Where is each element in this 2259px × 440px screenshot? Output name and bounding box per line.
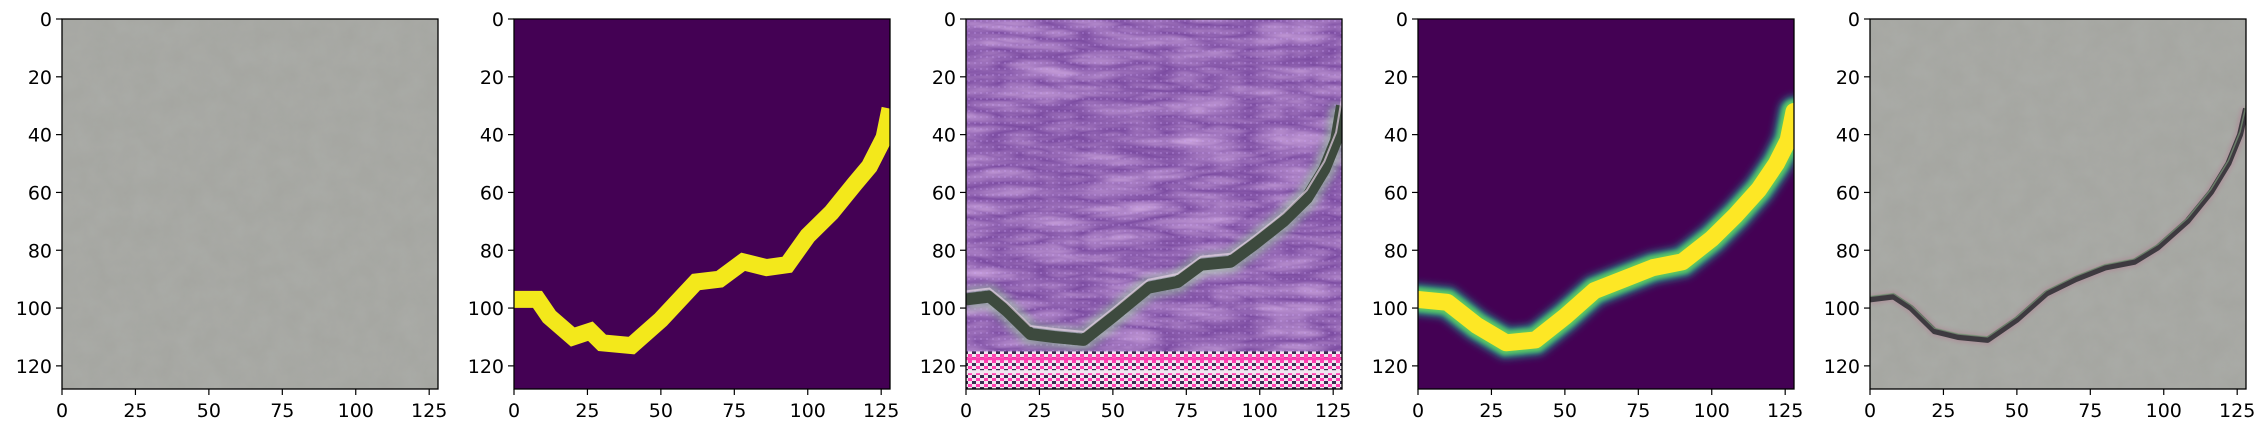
- x-tick-label: 125: [1767, 400, 1803, 422]
- x-tick-label: 0: [1864, 400, 1876, 422]
- y-tick-label: 80: [480, 240, 504, 262]
- artifact-line-light: [966, 370, 1342, 374]
- axes-frame: [1869, 18, 2247, 390]
- y-tick-label: 40: [28, 125, 52, 147]
- panel-image-3: [966, 19, 1342, 389]
- x-tick-label: 0: [1412, 400, 1424, 422]
- y-tick-label: 80: [932, 240, 956, 262]
- y-tick-label: 120: [1824, 356, 1860, 378]
- axes-frame: [61, 18, 439, 390]
- y-tick-label: 20: [932, 67, 956, 89]
- y-tick-label: 0: [1396, 9, 1408, 31]
- x-tick-label: 75: [270, 400, 294, 422]
- prob-core: [1418, 103, 1794, 352]
- y-tick-label: 100: [468, 298, 504, 320]
- x-tick-label: 100: [790, 400, 826, 422]
- y-tick-label: 0: [944, 9, 956, 31]
- x-tick-label: 25: [1027, 400, 1051, 422]
- y-tick-label: 80: [1384, 240, 1408, 262]
- y-tick-label: 40: [480, 125, 504, 147]
- y-tick-label: 80: [1836, 240, 1860, 262]
- x-tick-label: 100: [1242, 400, 1278, 422]
- x-tick-label: 25: [1931, 400, 1955, 422]
- x-tick-label: 25: [1479, 400, 1503, 422]
- y-tick-label: 60: [1384, 182, 1408, 204]
- panel-4: 0 25 50 75 100 125 0 20 40 60 80 100 120: [1372, 9, 1804, 422]
- panel-image-4: [1418, 19, 1794, 389]
- x-tick-label: 75: [722, 400, 746, 422]
- y-tick-label: 40: [1836, 125, 1860, 147]
- y-tick-label: 40: [932, 125, 956, 147]
- crack-mask-line: [514, 106, 890, 355]
- x-tick-label: 125: [411, 400, 447, 422]
- panel-image-5: [1870, 19, 2246, 389]
- panel-image-1: [62, 19, 438, 389]
- panel-5: 0 25 50 75 100 125 0 20 40 60 80 100 120: [1824, 9, 2256, 422]
- x-tick-label: 75: [1174, 400, 1198, 422]
- y-tick-label: 40: [1384, 125, 1408, 147]
- y-tick-label: 100: [1824, 298, 1860, 320]
- y-tick-label: 0: [40, 9, 52, 31]
- crack-highlight: [966, 97, 1342, 333]
- x-tick-label: 125: [2219, 400, 2255, 422]
- y-tick-label: 60: [480, 182, 504, 204]
- y-tick-label: 100: [1372, 298, 1408, 320]
- texture-noise: [62, 19, 438, 389]
- y-tick-label: 60: [1836, 182, 1860, 204]
- panel-image-2: [514, 19, 890, 389]
- x-tick-label: 25: [123, 400, 147, 422]
- x-tick-label: 0: [56, 400, 68, 422]
- x-tick-label: 50: [197, 400, 221, 422]
- x-tick-label: 100: [1694, 400, 1730, 422]
- y-tick-label: 20: [1384, 67, 1408, 89]
- y-tick-label: 120: [16, 356, 52, 378]
- crack-line: [1870, 107, 2246, 343]
- x-tick-label: 50: [1553, 400, 1577, 422]
- y-tick-label: 120: [1372, 356, 1408, 378]
- y-tick-label: 0: [492, 9, 504, 31]
- x-tick-label: 75: [1626, 400, 1650, 422]
- y-tick-label: 100: [920, 298, 956, 320]
- x-tick-label: 50: [1101, 400, 1125, 422]
- artifact-line-pink: [966, 357, 1342, 361]
- x-tick-label: 50: [649, 400, 673, 422]
- y-tick-label: 100: [16, 298, 52, 320]
- y-tick-label: 20: [28, 67, 52, 89]
- x-tick-label: 50: [2005, 400, 2029, 422]
- y-tick-label: 60: [28, 182, 52, 204]
- axes-frame: [513, 18, 891, 390]
- y-tick-label: 0: [1848, 9, 1860, 31]
- texture-noise: [1870, 19, 2246, 389]
- axes-frame: [965, 18, 1343, 390]
- x-tick-label: 125: [1315, 400, 1351, 422]
- y-tick-label: 20: [480, 67, 504, 89]
- panel-3: 0 25 50 75 100 125 0 20 40 60 80 100 120: [920, 9, 1352, 422]
- y-tick-label: 60: [932, 182, 956, 204]
- y-tick-label: 120: [468, 356, 504, 378]
- x-tick-label: 0: [508, 400, 520, 422]
- x-tick-label: 100: [338, 400, 374, 422]
- y-tick-label: 120: [920, 356, 956, 378]
- x-tick-label: 75: [2078, 400, 2102, 422]
- x-tick-label: 125: [863, 400, 899, 422]
- y-tick-label: 80: [28, 240, 52, 262]
- x-tick-label: 25: [575, 400, 599, 422]
- crack-core: [966, 104, 1342, 346]
- panel-2: 0 25 50 75 100 125 0 20 40 60 80 100 120: [468, 9, 900, 422]
- x-tick-label: 100: [2146, 400, 2182, 422]
- x-tick-label: 0: [960, 400, 972, 422]
- panel-1: 0 25 50 75 100 125 0 20 40 60 80 100 120: [16, 9, 448, 422]
- crack-edge: [1870, 105, 2246, 338]
- y-tick-label: 20: [1836, 67, 1860, 89]
- axes-frame: [1417, 18, 1795, 390]
